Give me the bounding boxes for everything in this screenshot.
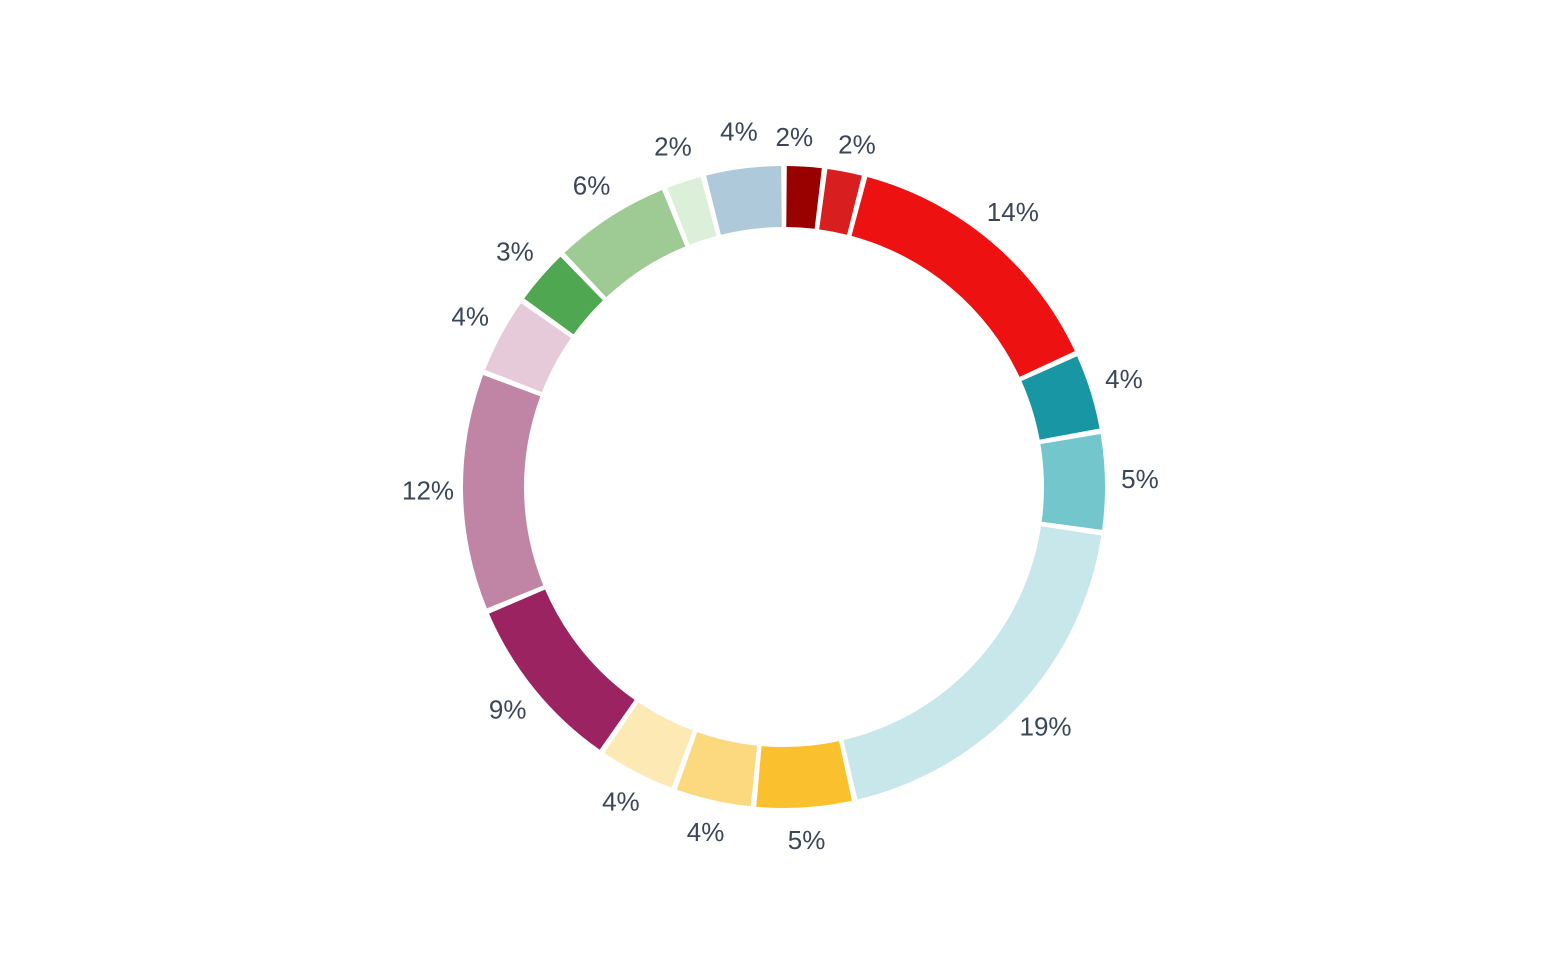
svg-text:6%: 6% [573,170,611,200]
svg-text:9%: 9% [489,694,527,724]
svg-text:3%: 3% [496,237,534,267]
svg-text:4%: 4% [1105,364,1143,394]
svg-text:14%: 14% [987,197,1039,227]
svg-text:19%: 19% [1019,711,1071,741]
svg-text:2%: 2% [654,132,692,162]
svg-text:4%: 4% [687,817,725,847]
svg-text:4%: 4% [451,302,489,332]
svg-text:12%: 12% [402,476,454,506]
svg-text:2%: 2% [838,130,876,160]
svg-text:4%: 4% [602,786,640,816]
svg-text:2%: 2% [776,122,814,152]
svg-text:5%: 5% [788,825,826,855]
svg-text:5%: 5% [1121,464,1159,494]
svg-text:4%: 4% [720,117,758,147]
